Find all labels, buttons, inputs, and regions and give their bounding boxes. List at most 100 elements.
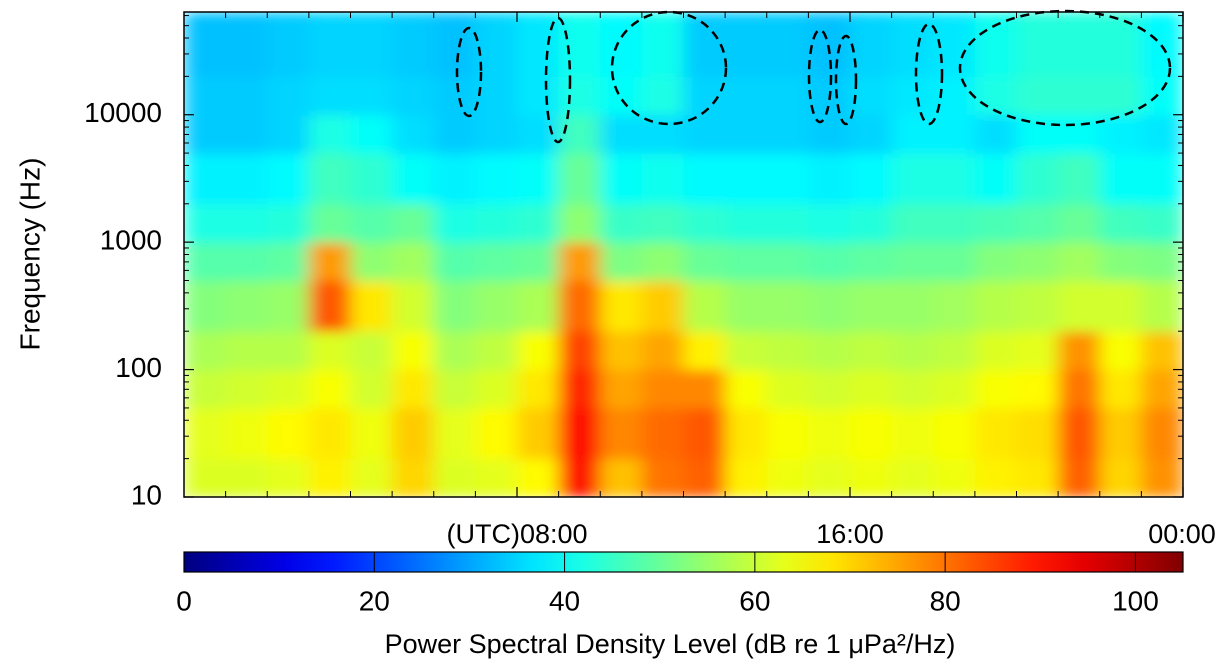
cell	[267, 407, 310, 460]
cell	[433, 12, 476, 77]
x-tick-label: 00:00	[1148, 519, 1216, 549]
cell	[891, 114, 934, 154]
cell	[1099, 331, 1142, 371]
cell	[184, 12, 227, 77]
cell	[1016, 407, 1059, 460]
cell	[308, 331, 351, 371]
cell	[517, 458, 560, 497]
cell	[1141, 242, 1183, 282]
cell	[184, 331, 227, 371]
colorbar-tick-label: 100	[1112, 585, 1159, 616]
cell	[1016, 280, 1059, 332]
cell	[725, 280, 768, 332]
cell	[558, 242, 601, 282]
cell	[517, 369, 560, 409]
cell	[517, 242, 560, 282]
cell	[308, 114, 351, 154]
cell	[850, 331, 893, 371]
cell	[1099, 407, 1142, 460]
cell	[891, 76, 934, 116]
cell	[683, 76, 726, 116]
cell	[184, 242, 227, 282]
annotation-ellipse	[834, 34, 858, 126]
cell	[683, 280, 726, 332]
cell	[766, 458, 809, 497]
cell	[766, 242, 809, 282]
cell	[350, 114, 393, 154]
cell	[725, 369, 768, 409]
cell	[225, 114, 268, 154]
cell	[850, 153, 893, 205]
cell	[974, 153, 1017, 205]
annotation-ellipse	[914, 22, 944, 126]
cell	[850, 203, 893, 243]
cell	[392, 407, 435, 460]
cell	[1016, 369, 1059, 409]
cell	[933, 203, 976, 243]
cell	[225, 280, 268, 332]
cell	[308, 76, 351, 116]
cell	[600, 203, 643, 243]
annotation-ellipse	[544, 16, 572, 144]
cell	[392, 203, 435, 243]
cell	[433, 458, 476, 497]
cell	[225, 369, 268, 409]
cell	[1141, 114, 1183, 154]
cell	[558, 153, 601, 205]
cell	[267, 242, 310, 282]
cell	[766, 114, 809, 154]
cell	[933, 331, 976, 371]
y-tick-label: 10	[131, 479, 162, 510]
cell	[891, 242, 934, 282]
cell	[433, 203, 476, 243]
cell	[600, 280, 643, 332]
colorbar-label: Power Spectral Density Level (dB re 1 μP…	[385, 629, 956, 659]
cell	[1058, 114, 1101, 154]
cell	[350, 280, 393, 332]
cell	[517, 407, 560, 460]
cell	[683, 203, 726, 243]
cell	[558, 331, 601, 371]
cell	[891, 153, 934, 205]
cell	[766, 153, 809, 205]
cell	[933, 114, 976, 154]
cell	[184, 280, 227, 332]
cell	[392, 242, 435, 282]
cell	[850, 114, 893, 154]
cell	[1058, 369, 1101, 409]
y-tick-label: 100	[115, 352, 162, 383]
cell	[974, 242, 1017, 282]
cell	[1016, 153, 1059, 205]
cell	[308, 280, 351, 332]
cell	[1058, 280, 1101, 332]
cell	[517, 280, 560, 332]
cell	[683, 458, 726, 497]
cell	[558, 12, 601, 77]
cell	[850, 458, 893, 497]
cell	[933, 458, 976, 497]
cell	[766, 76, 809, 116]
cell	[891, 458, 934, 497]
cell	[808, 331, 851, 371]
cell	[475, 203, 518, 243]
cell	[1058, 12, 1101, 77]
cell	[850, 12, 893, 77]
cell	[225, 331, 268, 371]
annotation-ellipse	[958, 9, 1172, 127]
cell	[1141, 12, 1183, 77]
cell	[1141, 153, 1183, 205]
cell	[1099, 203, 1142, 243]
cell	[808, 280, 851, 332]
y-tick-label: 10000	[84, 97, 162, 128]
cell	[766, 280, 809, 332]
cell	[725, 153, 768, 205]
cell	[933, 407, 976, 460]
cell	[433, 114, 476, 154]
cell	[433, 242, 476, 282]
cell	[1141, 76, 1183, 116]
cell	[267, 153, 310, 205]
cell	[558, 458, 601, 497]
cell	[433, 153, 476, 205]
cell	[1016, 242, 1059, 282]
cell	[1099, 12, 1142, 77]
